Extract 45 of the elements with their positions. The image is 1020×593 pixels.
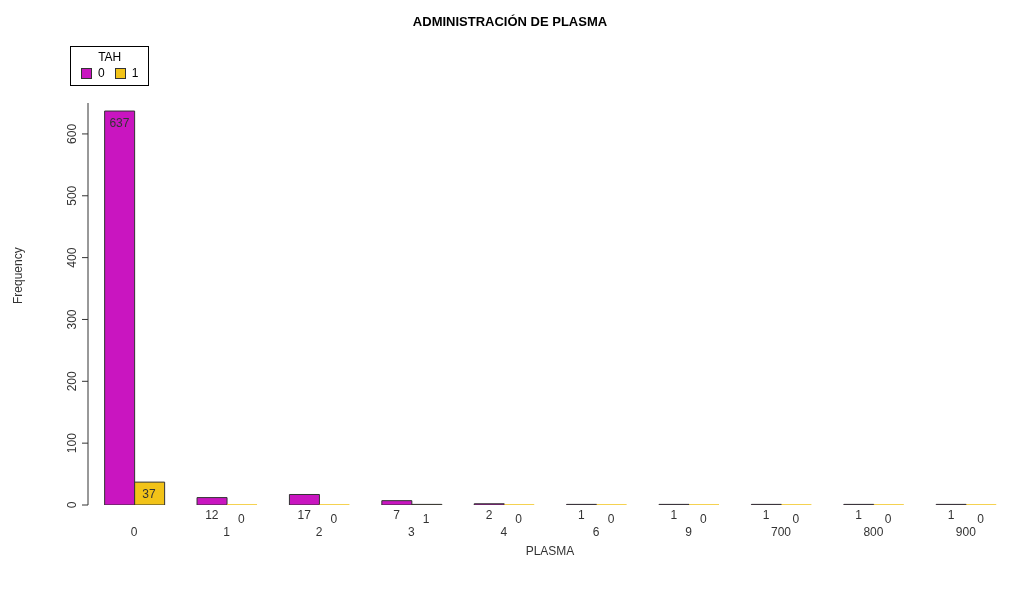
y-tick-label: 300	[65, 309, 79, 330]
data-label: 2	[485, 508, 493, 522]
data-label: 1	[422, 512, 430, 526]
y-tick-label: 100	[65, 432, 79, 454]
x-tick-label: 1	[223, 524, 231, 539]
data-label: 0	[515, 512, 523, 526]
data-label: 0	[792, 512, 800, 526]
x-tick-label: 9	[685, 524, 693, 539]
data-label: 0	[238, 512, 246, 526]
chart-title: ADMINISTRACIÓN DE PLASMA	[411, 14, 609, 29]
data-label: 1	[670, 508, 678, 522]
legend-title: TAH	[97, 50, 123, 64]
x-tick-label: 0	[130, 524, 138, 539]
data-label: 17	[297, 508, 312, 522]
x-tick-label: 6	[592, 524, 600, 539]
data-label: 37	[142, 487, 156, 502]
data-label: 0	[607, 512, 615, 526]
y-tick-label: 200	[65, 370, 79, 392]
y-tick-label: 600	[65, 123, 79, 144]
data-label: 7	[393, 508, 401, 522]
x-tick-label: 2	[315, 524, 323, 539]
x-tick-label: 800	[863, 524, 884, 539]
y-axis-title: Frequency	[11, 247, 26, 304]
y-tick-label: 400	[65, 247, 79, 268]
data-label: 1	[855, 508, 863, 522]
y-tick-label: 0	[65, 501, 79, 509]
data-label: 0	[884, 512, 892, 526]
data-label: 1	[947, 508, 955, 522]
x-tick-label: 700	[770, 524, 792, 539]
x-tick-label: 3	[408, 524, 416, 539]
data-label: 0	[700, 512, 708, 526]
data-label: 1	[762, 508, 770, 522]
y-tick-label: 500	[65, 185, 79, 206]
bar	[196, 497, 228, 505]
bar	[288, 493, 320, 505]
x-axis-title: PLASMA	[525, 544, 575, 558]
data-label: 0	[330, 512, 338, 526]
legend-label: 1	[130, 66, 139, 80]
data-label: 637	[109, 116, 130, 131]
x-tick-label: 4	[500, 524, 508, 539]
data-label: 12	[205, 508, 219, 522]
legend-label: 0	[97, 66, 105, 80]
x-tick-label: 900	[955, 524, 977, 539]
data-label: 0	[977, 512, 985, 526]
data-label: 1	[578, 508, 586, 522]
